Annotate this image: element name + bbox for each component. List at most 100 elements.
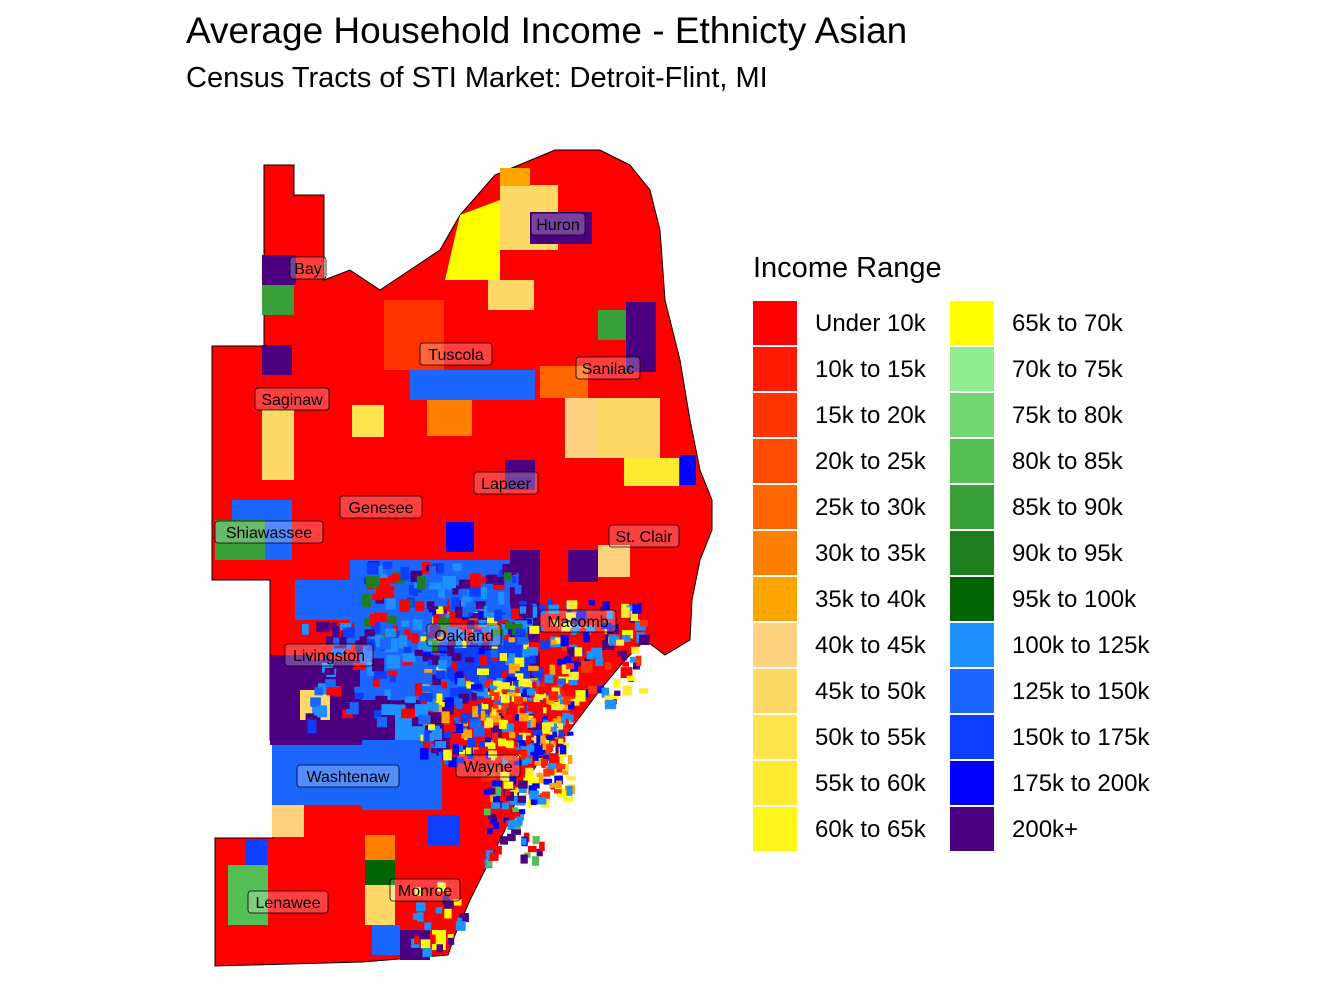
tract [486, 857, 493, 867]
tract [432, 655, 440, 665]
tract [495, 742, 503, 750]
tract [461, 620, 472, 634]
legend-label: 90k to 95k [1012, 540, 1123, 567]
tract [457, 917, 463, 926]
tract [400, 566, 409, 581]
tract [526, 735, 532, 745]
tract [466, 620, 475, 629]
tract [509, 663, 520, 672]
tract [632, 603, 642, 614]
tract [531, 779, 540, 786]
svg-text:Macomb: Macomb [547, 614, 608, 631]
tract [536, 734, 541, 744]
tract [606, 610, 613, 620]
tract [474, 601, 486, 610]
tract [631, 646, 640, 654]
legend-swatch [753, 439, 797, 483]
tract [530, 797, 540, 805]
tract [554, 789, 562, 794]
tract [622, 685, 632, 696]
tract [626, 302, 656, 372]
tract [455, 698, 463, 709]
tract [538, 640, 550, 650]
tract [506, 692, 516, 697]
tract [567, 731, 574, 736]
tract [516, 637, 529, 645]
tract [380, 637, 391, 650]
tract [332, 647, 345, 656]
tract [431, 748, 439, 756]
tract [412, 619, 425, 631]
tract [458, 693, 470, 704]
tract [523, 693, 528, 702]
tract [442, 689, 449, 700]
svg-text:Oakland: Oakland [434, 628, 494, 645]
tract [343, 627, 355, 638]
tract [447, 934, 454, 941]
tract [466, 682, 474, 689]
tract [514, 584, 522, 595]
tract [558, 678, 566, 685]
tract [496, 687, 502, 697]
tract [546, 767, 555, 776]
tract [492, 786, 502, 796]
tract [419, 917, 426, 928]
tract [503, 754, 513, 761]
tract [505, 653, 516, 666]
tract [333, 682, 342, 697]
tract [542, 726, 550, 734]
tract [488, 750, 498, 758]
tract [410, 370, 535, 400]
tract [463, 747, 472, 755]
tract [551, 619, 560, 629]
tract [433, 634, 444, 646]
tract [549, 783, 557, 788]
legend-swatch [753, 623, 797, 667]
tract [272, 745, 362, 805]
tract [515, 787, 520, 793]
tract [379, 578, 390, 591]
tract [334, 636, 347, 649]
tract [429, 674, 441, 686]
tract [574, 647, 583, 657]
tract [432, 703, 439, 712]
county-label-monroe: Monroe [389, 878, 461, 902]
tract [598, 545, 630, 577]
tract [355, 640, 363, 654]
tract [472, 632, 484, 644]
tract [494, 846, 502, 855]
tract [539, 604, 546, 615]
svg-text:St. Clair: St. Clair [616, 529, 674, 546]
tract [499, 653, 508, 661]
tract [480, 710, 486, 721]
tract [486, 717, 494, 728]
tract [487, 602, 498, 613]
tract [570, 697, 580, 706]
tract [575, 690, 586, 702]
tract [422, 948, 432, 958]
tract [493, 796, 499, 806]
tract [429, 934, 436, 945]
tract [527, 701, 536, 712]
tract [508, 732, 516, 739]
tract [324, 668, 335, 675]
legend-label: 200k+ [1012, 816, 1079, 843]
tract [528, 785, 537, 795]
tract [525, 775, 535, 783]
tract [455, 606, 463, 618]
tract [554, 637, 565, 644]
legend-swatch [950, 715, 994, 759]
tract [497, 684, 505, 690]
tract [518, 713, 529, 722]
tract [365, 835, 395, 860]
tract [484, 739, 495, 747]
tract [571, 617, 581, 626]
tract [558, 738, 564, 744]
legend-label: 80k to 85k [1012, 448, 1123, 475]
tract [478, 647, 486, 655]
tract [533, 696, 540, 703]
tract [581, 661, 593, 673]
legend-label: 35k to 40k [815, 586, 926, 613]
tract [354, 690, 364, 699]
tract [372, 658, 385, 672]
